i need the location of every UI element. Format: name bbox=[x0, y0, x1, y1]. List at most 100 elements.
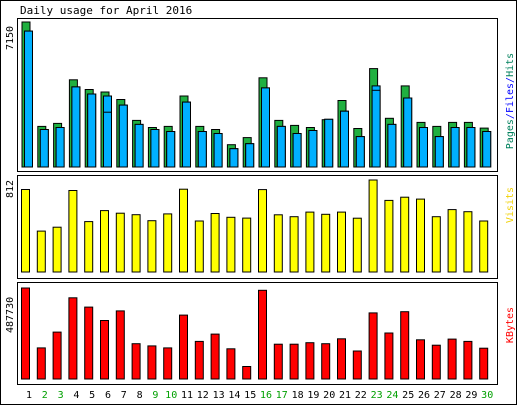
kbytes-bar-day-5 bbox=[84, 306, 94, 380]
visits-bar-day-16 bbox=[258, 189, 267, 273]
kbytes-axis-max-label: 487730 bbox=[5, 297, 16, 333]
visits-bar-day-17 bbox=[273, 214, 283, 273]
pages-bar-day-9 bbox=[150, 129, 160, 168]
day-label-8: 8 bbox=[137, 390, 143, 401]
visits-bar-day-7 bbox=[115, 212, 125, 273]
visits-bar-day-8 bbox=[131, 214, 141, 273]
kbytes-panel-ylabel: KBytes bbox=[505, 307, 516, 343]
kbytes-bar-day-27 bbox=[431, 344, 441, 380]
pages-bar-day-4 bbox=[71, 86, 81, 168]
visits-bar-day-22 bbox=[352, 217, 362, 273]
ylabel-hits: Hits bbox=[505, 53, 516, 77]
kbytes-bar-day-8 bbox=[131, 343, 141, 380]
day-label-27: 27 bbox=[434, 390, 446, 401]
pages-bar-day-10 bbox=[166, 131, 176, 168]
day-label-19: 19 bbox=[307, 390, 319, 401]
ylabel-slash-1: / bbox=[505, 113, 516, 119]
day-label-14: 14 bbox=[228, 390, 240, 401]
kbytes-bar-day-23 bbox=[368, 312, 378, 380]
pages-bar-day-19 bbox=[308, 130, 318, 168]
pages-bar-day-5 bbox=[87, 93, 97, 168]
pages-bar-day-7 bbox=[118, 104, 128, 168]
visits-bar-day-24 bbox=[384, 199, 394, 273]
day-label-9: 9 bbox=[152, 390, 158, 401]
pages-bar-day-23 bbox=[371, 89, 381, 168]
kbytes-bar-day-9 bbox=[147, 345, 157, 380]
pages-bar-day-30 bbox=[482, 131, 492, 168]
visits-bar-day-30 bbox=[479, 220, 489, 273]
kbytes-bar-day-12 bbox=[194, 340, 204, 380]
day-label-3: 3 bbox=[58, 390, 64, 401]
kbytes-bar-day-18 bbox=[289, 343, 299, 380]
visits-bar-day-1 bbox=[21, 189, 30, 273]
day-label-23: 23 bbox=[371, 390, 383, 401]
visits-bars bbox=[21, 179, 489, 273]
pages-bar-day-29 bbox=[466, 127, 476, 168]
pages-bar-day-13 bbox=[213, 133, 223, 168]
visits-bar-day-13 bbox=[210, 213, 220, 273]
hits-panel-ylabel: Pages/Files/Hits bbox=[505, 53, 516, 149]
kbytes-bar-day-22 bbox=[352, 350, 362, 380]
day-label-24: 24 bbox=[386, 390, 398, 401]
visits-bar-day-20 bbox=[321, 213, 331, 273]
kbytes-bar-day-6 bbox=[100, 320, 109, 380]
day-label-18: 18 bbox=[292, 390, 304, 401]
visits-bar-day-4 bbox=[68, 190, 78, 273]
visits-bar-day-9 bbox=[147, 220, 157, 273]
visits-panel-ylabel: Visits bbox=[505, 187, 516, 223]
visits-bar-day-5 bbox=[84, 221, 94, 273]
kbytes-bar-day-20 bbox=[321, 343, 331, 380]
pages-bar-day-25 bbox=[403, 97, 413, 168]
day-label-10: 10 bbox=[165, 390, 177, 401]
day-label-28: 28 bbox=[450, 390, 462, 401]
kbytes-bar-day-17 bbox=[273, 343, 283, 380]
day-label-2: 2 bbox=[42, 390, 48, 401]
kbytes-bar-day-2 bbox=[36, 347, 46, 380]
visits-bar-day-3 bbox=[52, 226, 62, 273]
hits-axis-max-label: 7150 bbox=[5, 26, 16, 50]
visits-bar-day-18 bbox=[289, 216, 299, 273]
day-label-15: 15 bbox=[244, 390, 256, 401]
visits-bar-day-21 bbox=[337, 211, 346, 273]
visits-bar-day-29 bbox=[463, 211, 473, 273]
visits-bar-day-6 bbox=[100, 210, 109, 273]
pages-bar-day-3 bbox=[55, 127, 65, 168]
kbytes-bar-day-26 bbox=[416, 339, 425, 380]
kbytes-bar-day-10 bbox=[163, 347, 173, 380]
kbytes-bar-day-7 bbox=[115, 310, 125, 380]
visits-bar-day-10 bbox=[163, 213, 173, 273]
visits-bar-day-28 bbox=[447, 209, 457, 273]
kbytes-bar-day-4 bbox=[68, 297, 78, 380]
visits-bar-day-11 bbox=[179, 188, 188, 273]
day-label-13: 13 bbox=[213, 390, 225, 401]
day-label-1: 1 bbox=[26, 390, 32, 401]
day-label-4: 4 bbox=[73, 390, 79, 401]
day-label-21: 21 bbox=[339, 390, 351, 401]
kbytes-bar-day-15 bbox=[242, 366, 252, 380]
ylabel-files: Files bbox=[505, 83, 516, 113]
visits-bar-day-25 bbox=[400, 196, 410, 273]
visits-bar-day-14 bbox=[226, 216, 236, 273]
kbytes-bar-day-29 bbox=[463, 340, 473, 380]
day-label-6: 6 bbox=[105, 390, 111, 401]
day-label-5: 5 bbox=[89, 390, 95, 401]
kbytes-bar-day-30 bbox=[479, 347, 489, 380]
day-label-12: 12 bbox=[197, 390, 209, 401]
visits-bar-day-15 bbox=[242, 217, 252, 273]
pages-bar-day-15 bbox=[245, 143, 255, 168]
visits-bar-day-19 bbox=[305, 211, 315, 273]
pages-bar-day-26 bbox=[419, 127, 428, 168]
day-label-26: 26 bbox=[418, 390, 430, 401]
kbytes-bar-day-16 bbox=[258, 289, 267, 380]
pages-bar-day-24 bbox=[387, 123, 397, 168]
pages-bar-day-22 bbox=[355, 136, 365, 168]
day-label-22: 22 bbox=[355, 390, 367, 401]
kbytes-bar-day-28 bbox=[447, 338, 457, 380]
visits-bar-day-27 bbox=[431, 216, 441, 273]
kbytes-bar-day-11 bbox=[179, 314, 188, 380]
pages-bar-day-11 bbox=[182, 101, 191, 168]
pages-bar-day-2 bbox=[39, 129, 49, 168]
kbytes-bar-day-1 bbox=[21, 287, 30, 380]
visits-axis-max-label: 812 bbox=[5, 180, 16, 198]
